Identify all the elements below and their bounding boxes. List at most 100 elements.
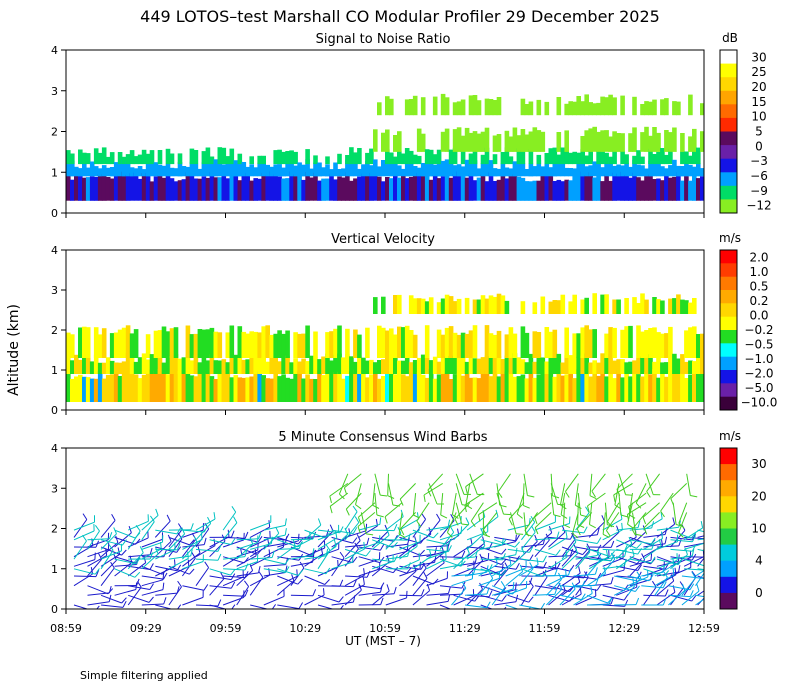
wind-barb: [412, 590, 430, 606]
wind-barb-flag: [213, 512, 216, 520]
wind-barb: [222, 539, 245, 548]
heatmap-cell: [229, 325, 235, 358]
heatmap-cell: [193, 163, 199, 177]
heatmap-cell: [273, 369, 278, 402]
heatmap-cell: [82, 159, 87, 177]
wind-barb-flag: [524, 530, 530, 537]
heatmap-cell: [329, 331, 334, 358]
colorbar-label: 4: [755, 554, 763, 568]
wind-barb: [141, 589, 164, 596]
heatmap-cell: [504, 167, 510, 177]
heatmap-cell: [452, 165, 458, 177]
heatmap-cell: [185, 325, 191, 358]
heatmap-cell: [592, 161, 597, 177]
heatmap-cell: [488, 356, 494, 374]
wind-barb: [345, 544, 368, 548]
heatmap-cell: [113, 162, 119, 177]
wind-barb-flag: [338, 596, 344, 603]
heatmap-cell: [484, 147, 490, 165]
colorbar-swatch: [720, 512, 737, 529]
wind-barb: [550, 473, 553, 496]
wind-barb-flag: [275, 526, 280, 534]
heatmap-cell: [484, 355, 490, 374]
heatmap-cell: [448, 149, 454, 165]
heatmap-cell: [269, 334, 274, 358]
heatmap-cell: [141, 173, 147, 201]
wind-barb: [494, 601, 517, 606]
wind-barb-flag: [121, 539, 127, 546]
heatmap-cell: [373, 159, 378, 177]
heatmap-cell: [672, 353, 677, 374]
heatmap-cell: [572, 294, 577, 314]
wind-barb: [521, 543, 544, 548]
wind-barb-flag: [691, 535, 696, 543]
heatmap-cell: [664, 333, 669, 358]
heatmap-cell: [432, 378, 438, 402]
heatmap-cell: [237, 153, 243, 165]
heatmap-cell: [289, 171, 294, 201]
wind-barb-flag: [325, 548, 329, 556]
wind-barb: [195, 558, 219, 561]
wind-barb: [331, 534, 348, 550]
wind-barb-flag: [107, 588, 114, 595]
wind-barb: [329, 482, 349, 497]
heatmap-cell: [193, 354, 199, 374]
wind-barb: [697, 535, 704, 538]
heatmap-cell: [325, 332, 330, 358]
heatmap-cell: [484, 370, 490, 402]
heatmap-cell: [397, 373, 402, 402]
heatmap-cell: [496, 293, 502, 314]
heatmap-cell: [520, 359, 526, 374]
wind-barb: [602, 604, 625, 607]
wind-barb: [114, 556, 136, 564]
wind-barb: [100, 559, 117, 577]
wind-barb-flag: [681, 583, 686, 591]
wind-barb: [317, 604, 335, 609]
wind-barb: [466, 531, 488, 541]
wind-barb-flag: [440, 514, 448, 519]
heatmap-cell: [301, 179, 306, 201]
heatmap-cell: [369, 148, 374, 165]
heatmap-cell: [385, 330, 390, 358]
heatmap-cell: [217, 177, 223, 201]
heatmap-cell: [700, 131, 704, 152]
heatmap-cell: [560, 375, 566, 402]
heatmap-cell: [66, 332, 71, 358]
wind-barb: [534, 548, 557, 556]
heatmap-cell: [612, 299, 617, 314]
wind-barb: [670, 483, 688, 499]
wind-barb-flag: [244, 589, 249, 597]
wind-barb-flag: [162, 582, 165, 590]
heatmap-cell: [74, 166, 79, 177]
wind-barb-flag: [712, 586, 714, 593]
heatmap-cell: [397, 177, 402, 201]
wind-barb: [559, 594, 582, 601]
wind-barb: [236, 538, 259, 541]
wind-barb: [643, 512, 660, 529]
heatmap-cell: [628, 133, 633, 152]
wind-barb: [358, 541, 380, 550]
wind-barb-flag: [651, 556, 656, 564]
heatmap-cell: [229, 172, 235, 201]
heatmap-cell: [600, 181, 605, 201]
heatmap-cell: [692, 326, 697, 358]
heatmap-cell: [105, 167, 111, 177]
heatmap-cell: [700, 333, 704, 358]
heatmap-cell: [444, 128, 450, 152]
wind-barb-flag: [515, 582, 517, 590]
heatmap-cell: [189, 148, 195, 165]
heatmap-cell: [484, 98, 490, 116]
heatmap-cell: [233, 160, 239, 177]
heatmap-cell: [205, 373, 211, 402]
wind-barb: [426, 593, 449, 596]
heatmap-cell: [169, 153, 175, 165]
wind-barb-flag: [447, 519, 451, 527]
heatmap-cell: [636, 374, 641, 402]
heatmap-cell: [612, 150, 617, 165]
heatmap-cell: [133, 172, 139, 201]
heatmap-cell: [404, 148, 410, 165]
colorbar-swatch: [720, 544, 737, 562]
wind-barb: [195, 548, 218, 552]
heatmap-cell: [70, 378, 75, 402]
wind-barb: [455, 473, 465, 495]
